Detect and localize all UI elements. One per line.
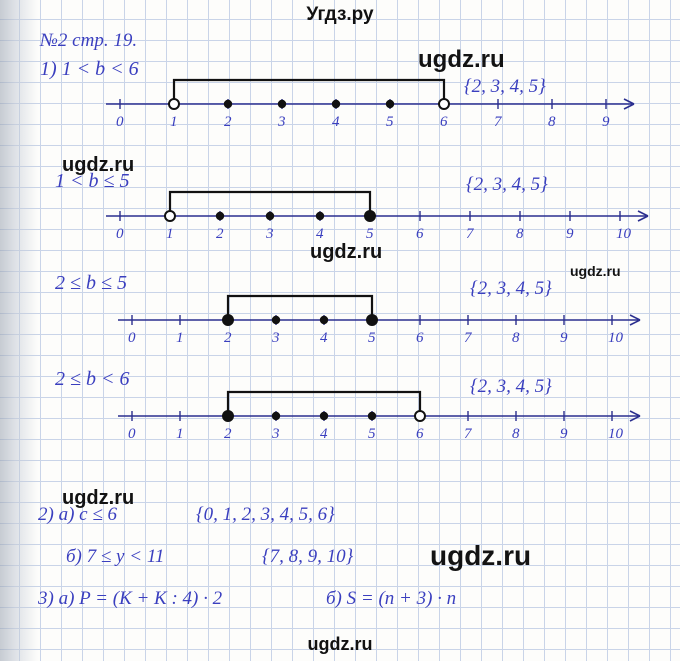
tick-label: 6	[440, 114, 448, 130]
page: Угдз.ру ugdz.ruugdz.ruugdz.ruugdz.ruugdz…	[0, 0, 680, 661]
interval-bracket	[228, 296, 372, 316]
tick-label: 6	[416, 330, 424, 346]
tick-label: 7	[466, 226, 475, 242]
tick-label: 4	[320, 330, 328, 346]
solution-dot	[316, 212, 324, 220]
tick-label: 9	[566, 226, 574, 242]
tick-label: 5	[368, 330, 376, 346]
tick-label: 5	[386, 114, 394, 130]
solution-dot	[320, 412, 328, 420]
tick-label: 0	[128, 330, 136, 346]
tick-label: 1	[166, 226, 174, 242]
solution-dot	[332, 100, 340, 108]
problem-3a: 3) а) P = (K + K : 4) · 2	[38, 588, 222, 610]
endpoint-open	[415, 411, 425, 421]
solution-dot	[278, 100, 286, 108]
tick-label: 6	[416, 226, 424, 242]
endpoint-open	[439, 99, 449, 109]
tick-label: 7	[494, 114, 503, 130]
tick-label: 3	[271, 330, 280, 346]
solution-dot	[366, 212, 374, 220]
problem-2b-set: {7, 8, 9, 10}	[262, 546, 353, 568]
solution-dot	[224, 100, 232, 108]
solution-dot	[272, 412, 280, 420]
tick-label: 10	[608, 426, 624, 442]
tick-label: 8	[548, 114, 556, 130]
solution-dot	[266, 212, 274, 220]
interval-bracket	[174, 80, 444, 100]
tick-label: 4	[332, 114, 340, 130]
tick-label: 2	[224, 426, 232, 442]
solution-dot	[216, 212, 224, 220]
exercise-title: №2 стр. 19.	[40, 30, 137, 52]
problem-3b: б) S = (n + 3) · n	[326, 588, 456, 610]
solution-dot	[386, 100, 394, 108]
tick-label: 5	[368, 426, 376, 442]
tick-label: 8	[516, 226, 524, 242]
solution-dot	[224, 316, 232, 324]
tick-label: 2	[224, 330, 232, 346]
interval-bracket	[170, 192, 370, 212]
solution-dot	[368, 316, 376, 324]
tick-label: 8	[512, 426, 520, 442]
tick-label: 10	[616, 226, 632, 242]
tick-label: 0	[128, 426, 136, 442]
site-footer: ugdz.ru	[0, 634, 680, 655]
tick-label: 0	[116, 114, 124, 130]
tick-label: 6	[416, 426, 424, 442]
tick-label: 7	[464, 330, 473, 346]
tick-label: 7	[464, 426, 473, 442]
solution-dot	[272, 316, 280, 324]
number-line: 0 1 2 3 4 5 6 7 8 9	[100, 66, 660, 136]
tick-label: 3	[265, 226, 274, 242]
number-line: 0 1 2 3 4 5 6 7 8 9 10	[100, 178, 660, 248]
tick-label: 2	[216, 226, 224, 242]
solution-dot	[320, 316, 328, 324]
tick-label: 2	[224, 114, 232, 130]
number-line: 0 1 2 3 4 5 6 7 8 9 10	[112, 282, 667, 352]
tick-label: 8	[512, 330, 520, 346]
tick-label: 9	[560, 330, 568, 346]
tick-label: 1	[176, 426, 184, 442]
endpoint-open	[169, 99, 179, 109]
tick-label: 5	[366, 226, 374, 242]
tick-label: 4	[316, 226, 324, 242]
number-line: 0 1 2 3 4 5 6 7 8 9 10	[112, 378, 667, 448]
tick-label: 3	[277, 114, 286, 130]
tick-label: 4	[320, 426, 328, 442]
tick-label: 10	[608, 330, 624, 346]
problem-2a-set: {0, 1, 2, 3, 4, 5, 6}	[196, 504, 335, 526]
site-header: Угдз.ру	[0, 4, 680, 26]
watermark: ugdz.ru	[570, 263, 621, 279]
tick-label: 1	[170, 114, 178, 130]
solution-dot	[224, 412, 232, 420]
interval-bracket	[228, 392, 420, 412]
tick-label: 3	[271, 426, 280, 442]
tick-label: 9	[602, 114, 610, 130]
watermark: ugdz.ru	[430, 540, 531, 572]
solution-dot	[368, 412, 376, 420]
tick-label: 0	[116, 226, 124, 242]
tick-label: 1	[176, 330, 184, 346]
problem-2a: 2) а) c ≤ 6	[38, 504, 117, 526]
problem-2b: б) 7 ≤ y < 11	[66, 546, 164, 568]
endpoint-open	[165, 211, 175, 221]
tick-label: 9	[560, 426, 568, 442]
